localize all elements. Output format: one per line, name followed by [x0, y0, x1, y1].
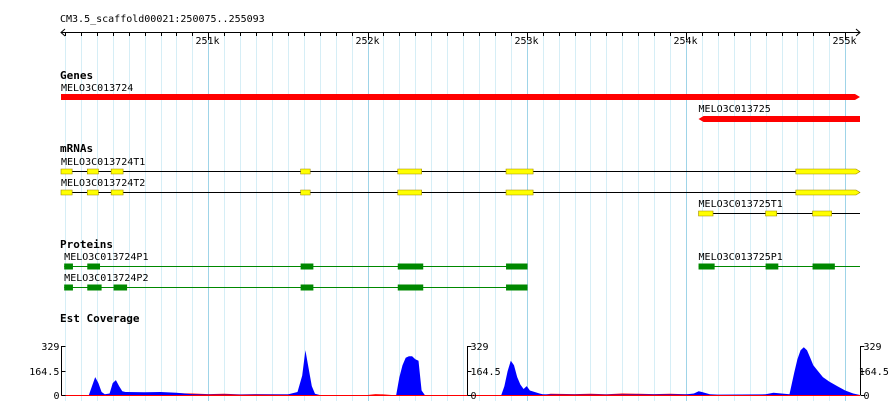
grid-lines	[65, 32, 846, 401]
coverage-axis-label: 329	[470, 341, 489, 353]
coverage-forward-area	[61, 347, 860, 395]
mrna-exon	[60, 189, 73, 196]
ruler-arrow-right	[855, 28, 861, 37]
mrna-label: MELO3C013725T1	[698, 199, 783, 210]
protein-block	[765, 263, 779, 270]
coverage-axis-label: 0	[863, 390, 870, 402]
gene-bar	[61, 94, 860, 100]
protein-block	[506, 263, 528, 270]
gene-label: MELO3C013724	[61, 83, 134, 94]
region-label: CM3.5_scaffold00021:250075..255093	[60, 14, 265, 25]
protein-block	[64, 284, 73, 291]
mrna-exon	[300, 189, 311, 196]
protein-block	[506, 284, 528, 291]
protein-block	[698, 263, 715, 270]
mrna-exon	[397, 189, 422, 196]
mrna-exon	[505, 168, 534, 175]
protein-label: MELO3C013724P1	[64, 252, 149, 263]
mrna-exon	[60, 168, 73, 175]
protein-block	[113, 284, 128, 291]
protein-block	[812, 263, 835, 270]
proteins-track-title: Proteins	[60, 238, 113, 251]
coverage-axis-label: 0	[470, 390, 477, 402]
mrna-exon	[397, 168, 422, 175]
mrna-exon	[110, 189, 124, 196]
protein-label: MELO3C013725P1	[698, 252, 783, 263]
gene-bar	[698, 116, 860, 122]
mrna-exon	[795, 168, 861, 175]
mrna-exon	[812, 210, 832, 217]
mrna-exon	[795, 189, 861, 196]
genes-track-title: Genes	[60, 69, 94, 82]
protein-block	[87, 263, 101, 270]
protein-block	[87, 284, 102, 291]
ruler-tick-label: 253k	[514, 36, 539, 47]
mrnas-track-title: mRNAs	[60, 142, 94, 155]
est-coverage-track-title: Est Coverage	[60, 312, 140, 325]
protein-block	[397, 284, 424, 291]
mrnas-track	[60, 168, 861, 217]
mrna-label: MELO3C013724T2	[61, 178, 146, 189]
mrna-exon	[505, 189, 534, 196]
protein-label: MELO3C013724P2	[64, 273, 149, 284]
mrna-label: MELO3C013724T1	[61, 157, 146, 168]
est-coverage-track	[61, 346, 865, 396]
gene-label: MELO3C013725	[698, 104, 771, 115]
ruler-tick-label: 254k	[673, 36, 698, 47]
coverage-axis-label: 164.5	[470, 366, 501, 378]
ruler	[60, 28, 861, 40]
mrna-exon	[300, 168, 311, 175]
mrna-exon	[86, 168, 99, 175]
coverage-axis-label: 329	[41, 341, 60, 353]
coverage-axis-label: 0	[53, 390, 60, 402]
coverage-axis-label: 329	[863, 341, 882, 353]
proteins-track	[64, 263, 860, 291]
ruler-arrow-left	[60, 28, 66, 37]
mrna-exon	[765, 210, 778, 217]
protein-block	[397, 263, 424, 270]
coverage-axis-label: 164.5	[29, 366, 60, 378]
ruler-tick-label: 252k	[355, 36, 380, 47]
mrna-exon	[86, 189, 99, 196]
protein-block	[300, 284, 314, 291]
protein-block	[300, 263, 314, 270]
mrna-exon	[698, 210, 714, 217]
genes-track	[61, 94, 860, 122]
mrna-exon	[110, 168, 124, 175]
ruler-tick-label: 255k	[832, 36, 857, 47]
protein-block	[64, 263, 73, 270]
coverage-axis-label: 164.5	[858, 366, 889, 378]
ruler-tick-label: 251k	[195, 36, 220, 47]
